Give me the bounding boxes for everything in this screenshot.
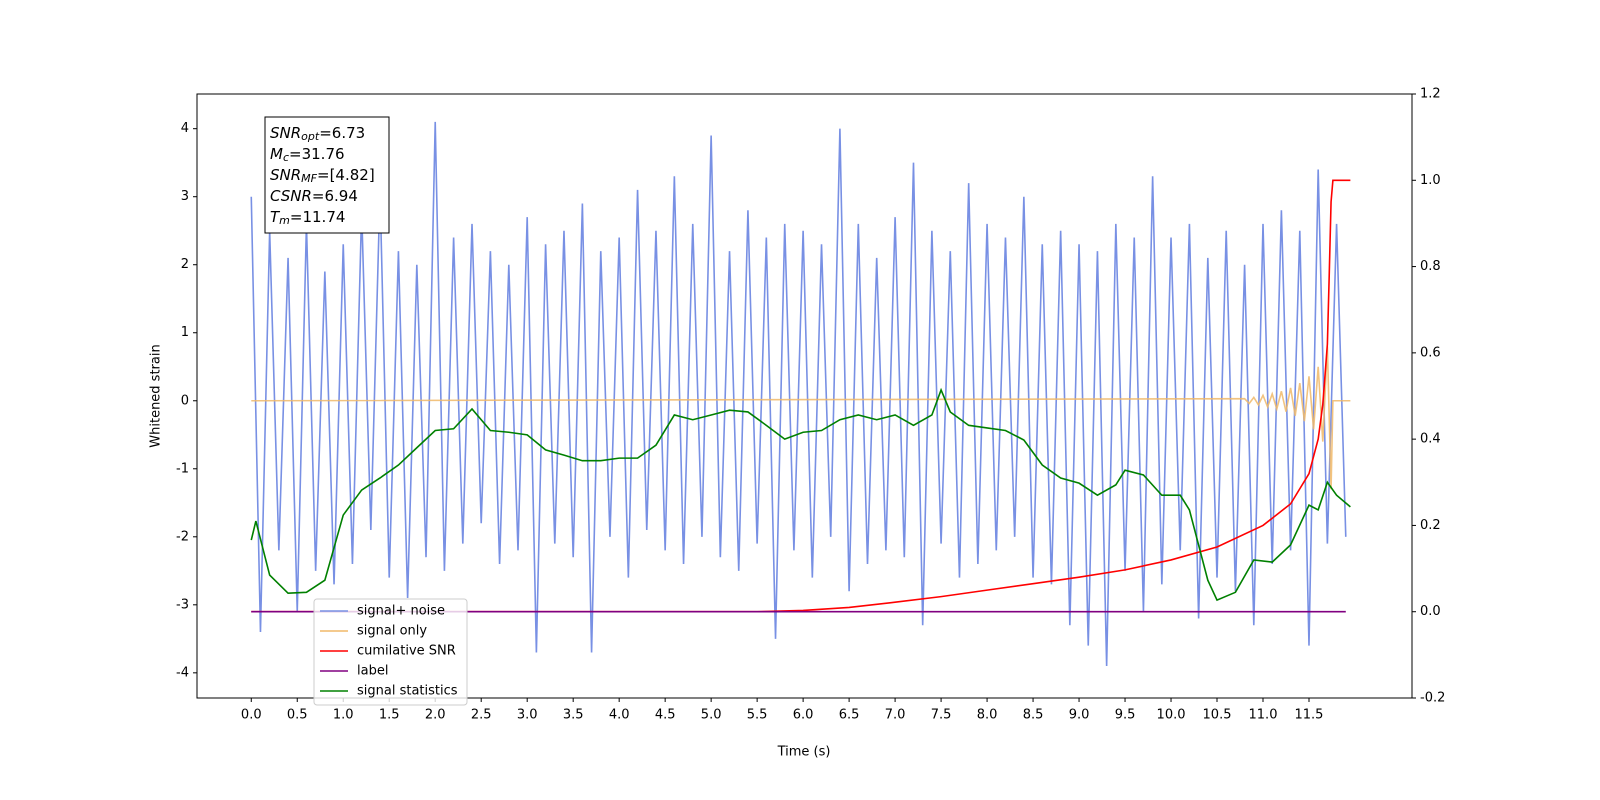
y2-tick-label: 0.4: [1420, 432, 1441, 447]
x-tick-label: 8.0: [977, 708, 998, 723]
x-tick-label: 4.0: [609, 708, 630, 723]
annotation: SNRopt=6.73: [270, 124, 365, 144]
y2-tick-label: 1.0: [1420, 173, 1441, 188]
x-tick-label: 1.5: [379, 708, 400, 723]
annotation: CSNR=6.94: [270, 187, 358, 205]
annotation: SNRMF=[4.82]: [270, 166, 375, 186]
x-tick-label: 9.5: [1115, 708, 1136, 723]
plot-frame: [196, 93, 1413, 699]
y2-tick-label: -0.2: [1420, 691, 1445, 706]
series-line: [251, 179, 1351, 613]
series-line: [251, 346, 1351, 490]
x-axis-label: Time (s): [777, 745, 831, 760]
annotation-text: =6.73: [319, 124, 365, 142]
x-tick-label: 11.5: [1295, 708, 1324, 723]
annotation: Mc=31.76: [270, 145, 345, 165]
x-tick-label: 0.0: [241, 708, 262, 723]
x-tick-label: 0.5: [287, 708, 308, 723]
x-tick-label: 5.5: [747, 708, 768, 723]
y-tick-label: -3: [176, 597, 189, 612]
y-tick-label: -4: [176, 665, 189, 680]
y-tick-label: 1: [181, 325, 189, 340]
x-tick-label: 7.0: [885, 708, 906, 723]
y2-tick-label: 1.2: [1420, 87, 1441, 102]
x-tick-label: 9.0: [1069, 708, 1090, 723]
x-tick-label: 10.5: [1203, 708, 1232, 723]
annotation-text: =[4.82]: [317, 166, 375, 184]
x-tick-label: 8.5: [1023, 708, 1044, 723]
y-tick-label: 4: [181, 121, 189, 136]
series-line: [250, 121, 1347, 667]
annotation-sub: m: [279, 214, 290, 227]
y-tick-label: -2: [176, 529, 189, 544]
annotation-base: M: [270, 145, 283, 163]
y2-tick-label: 0.8: [1420, 259, 1441, 274]
annotation-text: =6.94: [312, 187, 358, 205]
y-tick-label: -1: [176, 461, 189, 476]
legend-label: cumilative SNR: [357, 644, 456, 659]
x-tick-label: 11.0: [1249, 708, 1278, 723]
x-tick-label: 3.0: [517, 708, 538, 723]
y-axis-label: Whitened strain: [149, 344, 164, 447]
y2-tick-label: 0.2: [1420, 518, 1441, 533]
series-line: [250, 387, 1351, 602]
y-tick-label: 2: [181, 257, 189, 272]
legend-label: signal statistics: [357, 684, 458, 699]
x-tick-label: 3.5: [563, 708, 584, 723]
legend-box: [313, 598, 468, 706]
y2-tick-label: 0.0: [1420, 604, 1441, 619]
legend-label: label: [357, 664, 388, 679]
y-tick-label: 0: [181, 393, 189, 408]
x-tick-label: 6.5: [839, 708, 860, 723]
y2-tick-label: 0.6: [1420, 345, 1441, 360]
annotation-base: SNR: [270, 124, 301, 142]
annotation-sub: MF: [301, 172, 317, 185]
annotation-base: SNR: [270, 166, 301, 184]
annotation-sub: c: [283, 151, 289, 164]
legend-label: signal+ noise: [357, 604, 445, 619]
x-tick-label: 2.0: [425, 708, 446, 723]
x-tick-label: 7.5: [931, 708, 952, 723]
x-tick-label: 1.0: [333, 708, 354, 723]
annotation-base: T: [270, 208, 281, 226]
x-tick-label: 10.0: [1157, 708, 1186, 723]
x-tick-label: 5.0: [701, 708, 722, 723]
x-tick-label: 6.0: [793, 708, 814, 723]
annotation-sub: opt: [301, 130, 320, 143]
x-tick-label: 2.5: [471, 708, 492, 723]
legend-label: signal only: [357, 624, 427, 639]
annotation-box: [264, 116, 390, 234]
annotation: Tm=11.74: [270, 208, 345, 228]
annotation-text: =31.76: [289, 145, 345, 163]
annotation-base: CSNR: [270, 187, 312, 205]
y-tick-label: 3: [181, 189, 189, 204]
annotation-text: =11.74: [290, 208, 346, 226]
x-tick-label: 4.5: [655, 708, 676, 723]
